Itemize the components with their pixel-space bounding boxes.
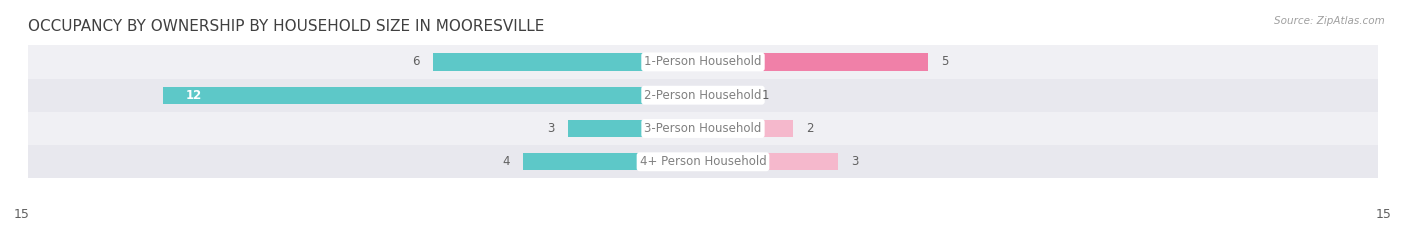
Bar [703,53,928,71]
Text: 3: 3 [852,155,859,168]
Bar [703,153,838,170]
Bar [433,53,703,71]
Bar [163,86,703,104]
Bar [28,145,1378,178]
Text: 5: 5 [942,55,949,69]
Bar [523,153,703,170]
Text: 12: 12 [186,89,202,102]
Text: 4: 4 [502,155,509,168]
Bar [703,86,748,104]
Text: 6: 6 [412,55,419,69]
Text: 2: 2 [807,122,814,135]
Bar [28,112,1378,145]
Text: 15: 15 [1376,208,1392,221]
Text: 15: 15 [14,208,30,221]
Text: 1: 1 [762,89,769,102]
Text: 3-Person Household: 3-Person Household [644,122,762,135]
Bar [568,120,703,137]
Text: 3: 3 [547,122,554,135]
Text: 2-Person Household: 2-Person Household [644,89,762,102]
Text: 4+ Person Household: 4+ Person Household [640,155,766,168]
Text: Source: ZipAtlas.com: Source: ZipAtlas.com [1274,16,1385,26]
Bar [28,45,1378,79]
Text: 1-Person Household: 1-Person Household [644,55,762,69]
Bar [703,120,793,137]
Bar [28,79,1378,112]
Text: OCCUPANCY BY OWNERSHIP BY HOUSEHOLD SIZE IN MOORESVILLE: OCCUPANCY BY OWNERSHIP BY HOUSEHOLD SIZE… [28,19,544,34]
